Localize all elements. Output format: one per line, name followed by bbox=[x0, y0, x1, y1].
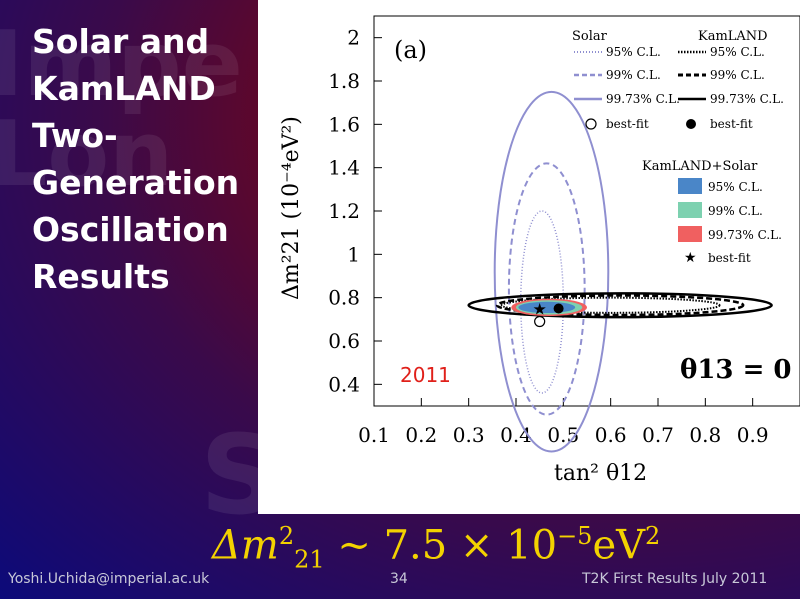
formula-unit: eV bbox=[592, 522, 646, 569]
x-axis-label: tan² θ12 bbox=[554, 461, 647, 486]
formula-delta-m: Δm bbox=[212, 522, 279, 569]
panel-label: (a) bbox=[394, 36, 427, 64]
background-watermark-top: Impe Lon bbox=[0, 12, 243, 207]
footer-email: Yoshi.Uchida@imperial.ac.uk bbox=[8, 571, 210, 587]
y-tick-label: 0.6 bbox=[328, 329, 360, 353]
legend-combined-95-label: 95% C.L. bbox=[708, 180, 763, 194]
legend-solar-bestfit-marker bbox=[585, 118, 597, 130]
legend-kamland-95-label: 95% C.L. bbox=[710, 45, 765, 59]
legend-kamland-99-label: 99% C.L. bbox=[710, 68, 765, 82]
x-tick-label: 0.3 bbox=[453, 423, 485, 447]
legend-solar-header: Solar bbox=[572, 29, 608, 44]
formula-sup: 2 bbox=[278, 522, 295, 550]
legend-combined-99-label: 99% C.L. bbox=[708, 204, 763, 218]
title-line: Oscillation bbox=[32, 210, 229, 249]
y-tick-label: 0.8 bbox=[328, 286, 360, 310]
legend-solar-99-label: 99% C.L. bbox=[606, 68, 661, 82]
formula-unit-exponent: 2 bbox=[645, 522, 661, 550]
kamland-contour-95 bbox=[500, 296, 721, 314]
legend-combined-9973-swatch bbox=[678, 226, 702, 242]
solar-contour-99 bbox=[507, 162, 586, 416]
formula-sub: 21 bbox=[294, 545, 325, 574]
legend-combined-9973-label: 99.73% C.L. bbox=[708, 228, 782, 242]
x-tick-label: 0.9 bbox=[737, 423, 769, 447]
y-axis-label: Δm²21 (10⁻⁴eV²) bbox=[279, 116, 304, 300]
title-line: Generation bbox=[32, 163, 240, 202]
chart-panel: 0.1 0.2 0.3 0.4 0.5 0.6 0.7 0.8 0.9 2 1.8 1.6 1.4 1.2… bbox=[258, 0, 800, 514]
legend-solar-bestfit-label: best-fit bbox=[606, 117, 649, 131]
theta13-label: θ13 = 0 bbox=[680, 355, 792, 385]
delta-m-squared-formula: Δm221 ∼ 7.5 × 10−5eV2 bbox=[212, 522, 660, 573]
x-tick-label: 0.5 bbox=[547, 423, 579, 447]
solar-contour-9973 bbox=[493, 90, 610, 453]
x-tick-label: 0.2 bbox=[405, 423, 437, 447]
year-label: 2011 bbox=[400, 363, 451, 387]
footer-event: T2K First Results July 2011 bbox=[582, 571, 768, 587]
solar-best-fit-marker bbox=[534, 315, 546, 328]
title-line: Solar and bbox=[32, 22, 210, 61]
legend-combined-bestfit-label: best-fit bbox=[708, 251, 751, 265]
legend-kamland-bestfit-label: best-fit bbox=[710, 117, 753, 131]
kamland-best-fit-marker bbox=[553, 303, 564, 314]
formula-value: ∼ 7.5 × 10 bbox=[337, 522, 558, 569]
kamland-contour-99 bbox=[495, 294, 745, 317]
y-tick-label: 1.8 bbox=[328, 69, 360, 93]
title-line: KamLAND bbox=[32, 69, 216, 108]
legend-kamland-header: KamLAND bbox=[698, 29, 768, 44]
y-tick-label: 0.4 bbox=[328, 372, 360, 396]
x-tick-label: 0.8 bbox=[689, 423, 721, 447]
title-line: Two- bbox=[32, 116, 118, 155]
legend-kamland-bestfit-marker bbox=[686, 119, 696, 129]
footer-page-number: 34 bbox=[390, 571, 408, 587]
oscillation-contour-chart: 0.1 0.2 0.3 0.4 0.5 0.6 0.7 0.8 0.9 2 1.8 1.6 1.4 1.2… bbox=[279, 15, 800, 486]
x-tick-label: 0.1 bbox=[358, 423, 390, 447]
legend-combined-header: KamLAND+Solar bbox=[642, 159, 758, 174]
x-tick-label: 0.7 bbox=[642, 423, 674, 447]
combined-best-fit-marker: ★ bbox=[532, 300, 546, 319]
legend-solar-9973-label: 99.73% C.L. bbox=[606, 92, 680, 106]
legend-kamland-9973-label: 99.73% C.L. bbox=[710, 92, 784, 106]
legend-combined-95-swatch bbox=[678, 178, 702, 194]
title-line: Results bbox=[32, 257, 170, 296]
y-tick-label: 1 bbox=[347, 242, 360, 266]
kamland-contour-9973 bbox=[467, 292, 773, 319]
y-tick-label: 1.2 bbox=[328, 199, 360, 223]
legend-combined-99-swatch bbox=[678, 202, 702, 218]
y-tick-label: 1.6 bbox=[328, 112, 360, 136]
formula-exponent: −5 bbox=[557, 522, 593, 550]
legend-combined-bestfit-marker: ★ bbox=[684, 250, 697, 266]
slide-title: Solar and KamLAND Two- Generation Oscill… bbox=[32, 18, 252, 300]
legend-solar-95-label: 95% C.L. bbox=[606, 45, 661, 59]
x-tick-label: 0.6 bbox=[595, 423, 627, 447]
y-tick-label: 1.4 bbox=[328, 156, 360, 180]
y-tick-label: 2 bbox=[347, 26, 360, 50]
